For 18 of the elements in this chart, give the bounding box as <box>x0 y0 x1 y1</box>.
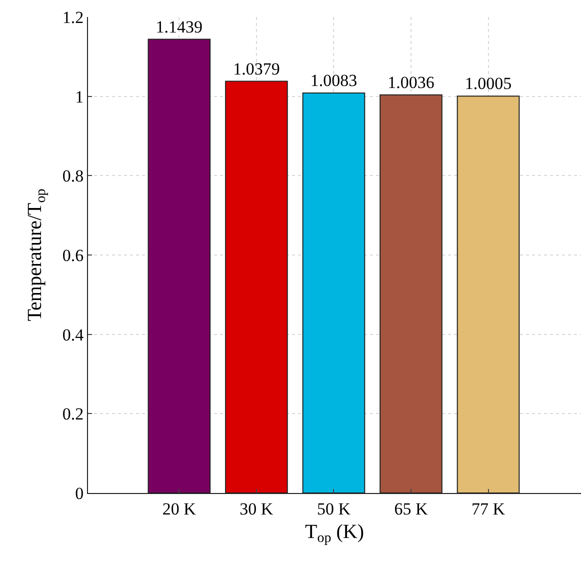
y-tick-label: 0 <box>75 484 84 503</box>
x-tick-label: 30 K <box>240 499 274 518</box>
y-tick-label: 0.2 <box>62 404 84 424</box>
y-tick-label: 1 <box>75 87 84 106</box>
y-tick-label: 1.2 <box>62 8 84 27</box>
x-tick-label: 20 K <box>162 499 197 518</box>
y-tick-label: 0.8 <box>62 166 84 186</box>
data-label: 1.1439 <box>156 17 203 36</box>
data-label: 1.0379 <box>233 59 280 78</box>
data-label: 1.0005 <box>464 74 512 94</box>
data-label: 1.0083 <box>310 71 358 90</box>
x-tick-label: 77 K <box>472 499 506 518</box>
y-tick-label: 0.4 <box>62 325 84 344</box>
x-tick-label: 50 K <box>316 499 352 518</box>
y-tick-label: 0.6 <box>62 246 84 265</box>
x-tick-label: 65 K <box>394 499 428 518</box>
data-label: 1.0036 <box>388 72 434 92</box>
x-axis-title: T$_{op}$ (K) <box>305 520 364 546</box>
